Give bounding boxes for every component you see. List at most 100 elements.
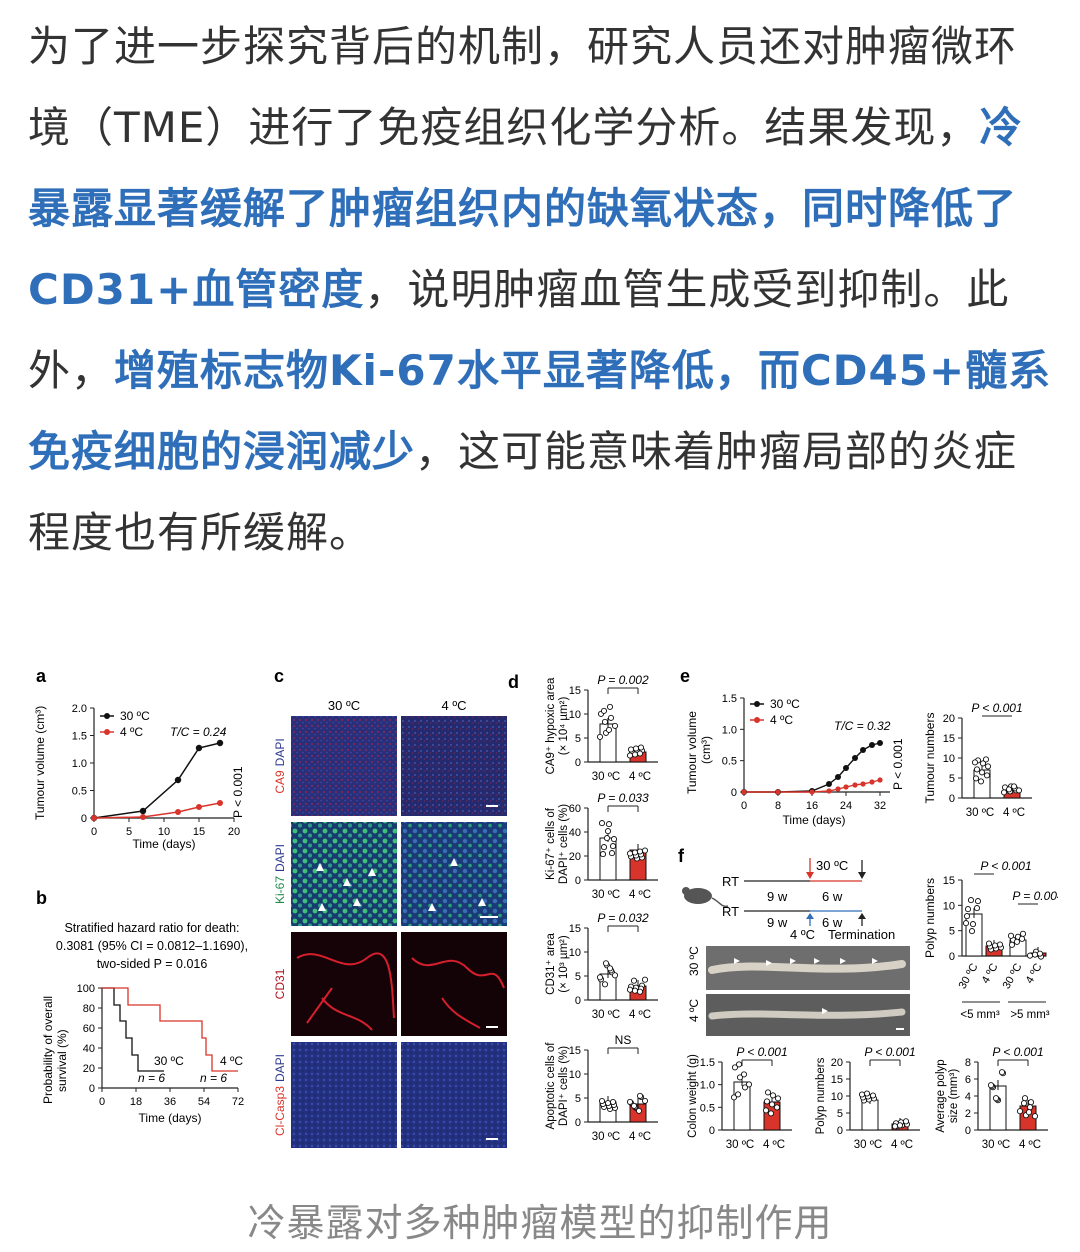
- text-run: ，说明肿瘤血管生成受到抑制。此外，: [28, 265, 1010, 395]
- data-point: [896, 1122, 904, 1129]
- data-point: [852, 782, 858, 788]
- data-point: [631, 987, 639, 994]
- micrograph-casp3-4: [401, 1042, 507, 1148]
- data-point: [599, 851, 607, 858]
- y-tick-label: 0: [575, 875, 581, 887]
- y-tick-label: 0: [731, 787, 737, 799]
- y-tick-label: 5: [575, 1093, 581, 1105]
- data-point: [987, 1082, 995, 1089]
- data-point: [843, 765, 849, 771]
- y-tick-label: 0.5: [722, 756, 737, 768]
- y-tick-label: 1.5: [72, 731, 87, 743]
- legend-label: 30 ºC: [770, 697, 800, 711]
- data-point: [763, 1098, 771, 1105]
- y-axis-label: Polyp numbers: [923, 878, 937, 958]
- data-point: [626, 850, 634, 857]
- legend-label: 30 ºC: [120, 709, 150, 723]
- highlight-text: 增殖标志物Ki-67水平显著降低，而CD45+髓系免疫细胞的浸润减少: [28, 346, 1052, 476]
- data-point: [174, 776, 182, 784]
- data-point: [1020, 1100, 1028, 1107]
- data-point: [641, 847, 649, 854]
- y-tick-label: 5: [575, 971, 581, 983]
- timeline-label: Termination: [828, 927, 895, 942]
- data-point: [636, 988, 644, 995]
- data-point: [140, 814, 146, 820]
- data-point: [598, 820, 606, 827]
- data-point: [1016, 1108, 1024, 1115]
- data-point: [601, 718, 609, 725]
- timeline-label: 4 ºC: [790, 927, 815, 942]
- data-point: [973, 766, 981, 773]
- x-tick-label: 0: [91, 826, 97, 838]
- data-point: [762, 1107, 770, 1114]
- x-tick-label: 30 ºC: [726, 1139, 755, 1151]
- row-label-stain: Ki-67: [273, 876, 287, 904]
- data-point: [962, 920, 970, 927]
- data-point: [604, 828, 612, 835]
- data-point: [996, 941, 1004, 948]
- y-axis-label: CA9⁺ hypoxic area: [545, 677, 557, 774]
- micrograph-ki67-4: [401, 822, 507, 926]
- data-point: [736, 1074, 744, 1081]
- y-tick-label: 15: [943, 733, 955, 745]
- data-point: [735, 1061, 743, 1068]
- x-tick-label: 4 ºC: [1019, 1139, 1041, 1151]
- micrograph-ki67-30: [291, 822, 397, 926]
- hazard-text: two-sided P = 0.016: [97, 957, 208, 971]
- tc-ratio: T/C = 0.32: [834, 719, 891, 733]
- data-point: [91, 815, 97, 821]
- y-tick-label: 15: [943, 875, 955, 887]
- y-axis-label: Tumour numbers: [923, 713, 937, 804]
- data-point: [730, 1094, 738, 1101]
- y-tick-label: 1.0: [722, 724, 737, 736]
- data-point: [630, 977, 638, 984]
- data-point: [1036, 950, 1044, 957]
- timeline-label: RT: [722, 874, 739, 889]
- data-point: [973, 905, 981, 912]
- data-point: [1031, 1113, 1039, 1120]
- panel-letter: d: [508, 672, 519, 692]
- data-point: [1013, 938, 1021, 945]
- x-tick-label: 72: [232, 1096, 244, 1108]
- data-point: [978, 769, 986, 776]
- x-tick-label: 4 ºC: [980, 961, 1001, 985]
- y-axis-label: survival (%): [55, 1029, 69, 1092]
- data-point: [971, 759, 979, 766]
- data-point: [977, 778, 985, 785]
- y-tick-label: 15: [831, 1074, 843, 1086]
- data-point: [627, 746, 635, 753]
- x-tick-label: 30 ºC: [982, 1139, 1011, 1151]
- y-tick-label: 40: [83, 1043, 95, 1055]
- legend-label: 4 ºC: [770, 713, 793, 727]
- bar-plot: 0 5 10 15 20 P < 0.001 30 ºC 4 ºC Tumour numbers: [923, 701, 1032, 819]
- y-axis-label: (cm³): [699, 736, 713, 764]
- bar-plot: 0 0.5 1.0 1.5 P < 0.001 30 ºC 4 ºC Colon weight…: [687, 1045, 792, 1151]
- x-tick-label: 30 ºC: [966, 807, 995, 819]
- timeline-label: 30 ºC: [816, 858, 848, 873]
- panel-d: d 0 5 10 15 P = 0.002 30 ºC 4 ºC CA9⁺ hypoxic a…: [508, 672, 658, 1143]
- data-point: [983, 772, 991, 779]
- n-label: n = 6: [200, 1071, 227, 1085]
- data-point: [767, 1110, 775, 1117]
- data-point: [604, 1099, 612, 1107]
- data-point: [605, 821, 613, 828]
- data-point: [637, 744, 645, 751]
- micrograph-cd31-4: [401, 932, 507, 1036]
- y-tick-label: 40: [569, 827, 581, 839]
- colon-label: 30 ºC: [687, 946, 701, 976]
- y-tick-label: 8: [965, 1057, 971, 1069]
- p-value: P < 0.001: [864, 1045, 915, 1059]
- data-point: [741, 789, 747, 795]
- x-tick-label: 4 ºC: [629, 1009, 651, 1021]
- x-tick-label: 4 ºC: [629, 771, 651, 783]
- data-point: [860, 747, 866, 753]
- row-label-stain: Cl-Casp3: [273, 1086, 287, 1136]
- y-axis-label: size (mm³): [948, 1069, 960, 1123]
- y-tick-label: 2.0: [72, 703, 87, 715]
- y-tick-label: 2: [965, 1108, 971, 1120]
- highlight-text: 冷暴露显著缓解了肿瘤组织内的缺氧状态，同时降低了CD31+血管密度: [28, 103, 1023, 314]
- article-paragraph: 为了进一步探究背后的机制，研究人员还对肿瘤微环境（TME）进行了免疫组织化学分析…: [28, 6, 1058, 573]
- p-value: P = 0.032: [597, 911, 649, 925]
- data-point: [216, 739, 224, 747]
